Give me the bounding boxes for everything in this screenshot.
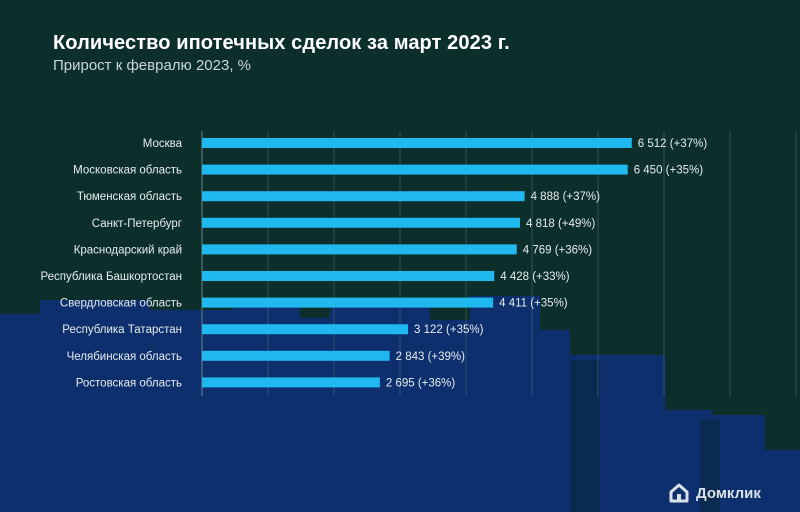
bar [202,244,517,255]
bar [202,191,525,202]
bar [202,377,380,388]
bar [202,297,494,308]
data-label: 4 769 (+36%) [523,244,593,256]
category-label: Челябинская область [67,351,182,363]
skyline-shadow [570,360,720,512]
bar [202,271,495,281]
category-label: Республика Башкортостан [40,271,182,283]
category-label: Тюменская область [77,191,182,203]
data-label: 4 818 (+49%) [526,218,596,230]
data-label: 2 843 (+39%) [396,351,466,363]
bar [202,324,409,335]
chart-subtitle: Прирост к февралю 2023, % [53,57,252,74]
data-label: 4 888 (+37%) [531,191,601,203]
bar [202,350,390,361]
category-label: Москва [143,138,183,150]
data-label: 3 122 (+35%) [414,324,484,336]
data-label: 4 428 (+33%) [500,271,570,283]
data-label: 2 695 (+36%) [386,377,456,389]
category-label: Ростовская область [76,377,182,389]
data-label: 4 411 (+35%) [499,298,568,310]
data-label: 6 512 (+37%) [638,138,708,150]
bar [202,217,520,228]
bar [202,164,628,175]
bar [202,138,632,148]
brand-name: Домклик [696,484,761,502]
category-label: Свердловская область [60,298,182,310]
data-label: 6 450 (+35%) [634,165,704,177]
chart-title: Количество ипотечных сделок за март 2023… [53,32,510,54]
category-label: Санкт-Петербург [92,218,182,230]
category-label: Республика Татарстан [62,324,182,336]
house-icon [669,483,689,503]
category-label: Краснодарский край [74,244,182,256]
domclick-logo: Домклик [668,481,761,505]
category-label: Московская область [73,165,182,177]
